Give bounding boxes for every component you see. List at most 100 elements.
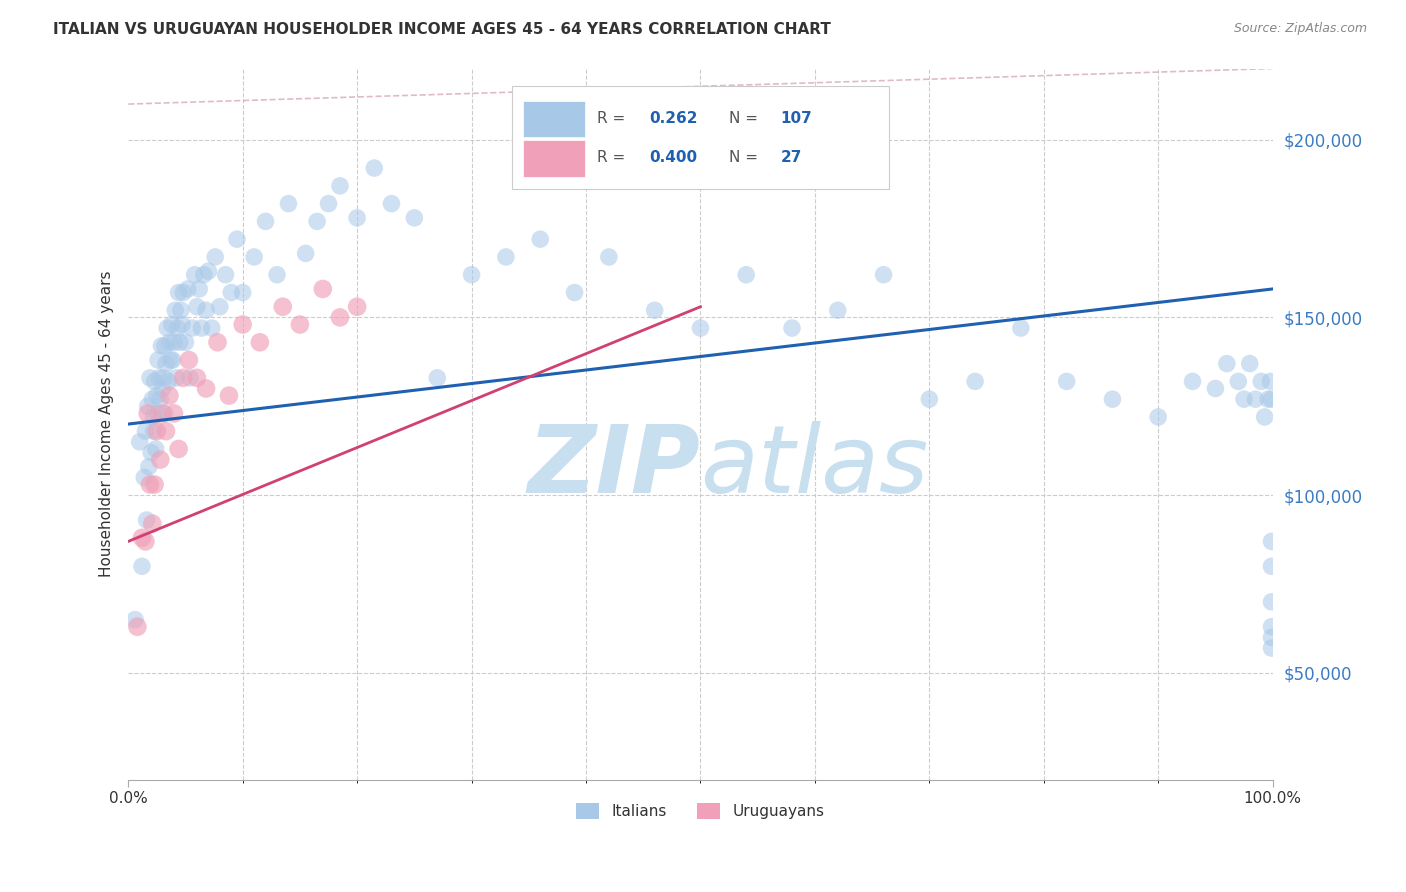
Italians bbox=[1056, 375, 1078, 389]
Italians bbox=[1101, 392, 1123, 407]
Italians bbox=[380, 196, 402, 211]
Italians bbox=[1260, 559, 1282, 574]
Italians bbox=[166, 321, 188, 335]
Uruguayans bbox=[152, 406, 174, 420]
Italians bbox=[128, 434, 150, 449]
Italians bbox=[1010, 321, 1032, 335]
Italians bbox=[214, 268, 236, 282]
Uruguayans bbox=[271, 300, 294, 314]
Italians bbox=[139, 445, 162, 459]
Uruguayans bbox=[195, 382, 218, 396]
FancyBboxPatch shape bbox=[523, 140, 585, 177]
Uruguayans bbox=[172, 371, 194, 385]
Italians bbox=[131, 559, 153, 574]
Italians bbox=[1216, 357, 1239, 371]
Italians bbox=[162, 353, 184, 368]
Italians bbox=[201, 321, 224, 335]
Text: 107: 107 bbox=[780, 111, 813, 126]
Italians bbox=[1260, 631, 1282, 645]
Italians bbox=[172, 285, 194, 300]
Y-axis label: Householder Income Ages 45 - 64 years: Householder Income Ages 45 - 64 years bbox=[100, 271, 114, 577]
Italians bbox=[294, 246, 316, 260]
Uruguayans bbox=[155, 424, 177, 438]
Legend: Italians, Uruguayans: Italians, Uruguayans bbox=[571, 797, 831, 825]
Italians bbox=[644, 303, 666, 318]
Italians bbox=[1233, 392, 1256, 407]
Italians bbox=[139, 371, 162, 385]
Italians bbox=[277, 196, 299, 211]
Text: 0.262: 0.262 bbox=[650, 111, 697, 126]
Italians bbox=[266, 268, 288, 282]
Italians bbox=[165, 303, 187, 318]
Italians bbox=[243, 250, 266, 264]
Italians bbox=[1257, 392, 1279, 407]
Italians bbox=[181, 321, 204, 335]
Italians bbox=[404, 211, 426, 225]
Uruguayans bbox=[131, 531, 153, 545]
Italians bbox=[426, 371, 449, 385]
Uruguayans bbox=[288, 318, 311, 332]
Uruguayans bbox=[159, 389, 181, 403]
Text: N =: N = bbox=[730, 150, 758, 165]
Italians bbox=[159, 353, 181, 368]
Uruguayans bbox=[141, 516, 163, 531]
Italians bbox=[232, 285, 254, 300]
Italians bbox=[460, 268, 482, 282]
Italians bbox=[155, 357, 177, 371]
Italians bbox=[152, 371, 174, 385]
Text: ITALIAN VS URUGUAYAN HOUSEHOLDER INCOME AGES 45 - 64 YEARS CORRELATION CHART: ITALIAN VS URUGUAYAN HOUSEHOLDER INCOME … bbox=[53, 22, 831, 37]
Uruguayans bbox=[312, 282, 335, 296]
Uruguayans bbox=[186, 371, 208, 385]
Italians bbox=[156, 321, 179, 335]
Italians bbox=[138, 459, 160, 474]
Uruguayans bbox=[177, 353, 200, 368]
Italians bbox=[495, 250, 517, 264]
Italians bbox=[165, 371, 187, 385]
Italians bbox=[363, 161, 385, 175]
Text: R =: R = bbox=[598, 111, 626, 126]
Italians bbox=[153, 339, 176, 353]
Italians bbox=[177, 282, 200, 296]
Uruguayans bbox=[346, 300, 368, 314]
Italians bbox=[307, 214, 329, 228]
Italians bbox=[1227, 375, 1250, 389]
Italians bbox=[598, 250, 620, 264]
Italians bbox=[134, 424, 156, 438]
Italians bbox=[135, 513, 157, 527]
Uruguayans bbox=[127, 620, 149, 634]
Italians bbox=[1260, 641, 1282, 656]
Italians bbox=[197, 264, 219, 278]
Italians bbox=[872, 268, 894, 282]
Text: 27: 27 bbox=[780, 150, 801, 165]
Italians bbox=[1260, 392, 1282, 407]
Italians bbox=[318, 196, 340, 211]
Italians bbox=[1260, 595, 1282, 609]
Italians bbox=[735, 268, 758, 282]
Italians bbox=[1250, 375, 1272, 389]
Italians bbox=[143, 375, 166, 389]
Uruguayans bbox=[139, 477, 162, 491]
Italians bbox=[142, 424, 165, 438]
Italians bbox=[146, 406, 169, 420]
Italians bbox=[174, 335, 197, 350]
Italians bbox=[167, 285, 190, 300]
Italians bbox=[134, 470, 156, 484]
Uruguayans bbox=[218, 389, 240, 403]
Italians bbox=[149, 392, 172, 407]
Italians bbox=[179, 371, 201, 385]
FancyBboxPatch shape bbox=[523, 101, 585, 137]
Italians bbox=[1260, 620, 1282, 634]
Italians bbox=[918, 392, 941, 407]
Italians bbox=[188, 282, 211, 296]
Italians bbox=[153, 406, 176, 420]
Italians bbox=[1204, 382, 1226, 396]
Italians bbox=[1260, 375, 1282, 389]
Italians bbox=[219, 285, 242, 300]
Italians bbox=[159, 335, 181, 350]
Italians bbox=[146, 389, 169, 403]
Italians bbox=[193, 268, 215, 282]
Italians bbox=[1181, 375, 1204, 389]
Italians bbox=[152, 382, 174, 396]
Uruguayans bbox=[163, 406, 186, 420]
Italians bbox=[208, 300, 231, 314]
